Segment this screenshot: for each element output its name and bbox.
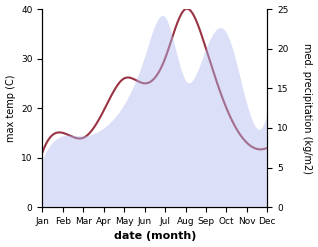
X-axis label: date (month): date (month) — [114, 231, 196, 242]
Y-axis label: max temp (C): max temp (C) — [5, 74, 16, 142]
Y-axis label: med. precipitation (kg/m2): med. precipitation (kg/m2) — [302, 43, 313, 174]
